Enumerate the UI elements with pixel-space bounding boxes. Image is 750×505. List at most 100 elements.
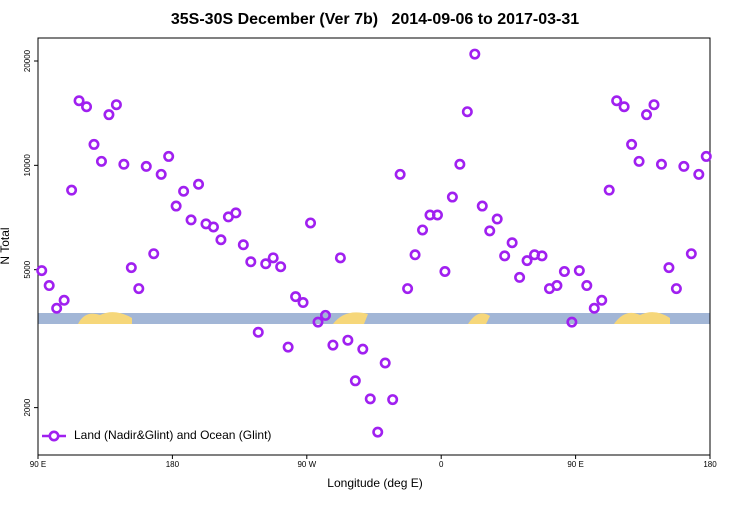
data-point: [170, 200, 182, 212]
data-point: [558, 266, 570, 278]
data-point: [185, 214, 197, 226]
data-point: [103, 109, 115, 121]
data-point: [484, 225, 496, 237]
data-point: [133, 283, 145, 295]
data-point: [379, 357, 391, 369]
geography-strip: [38, 312, 710, 324]
x-tick-label: 90 E: [567, 460, 583, 469]
data-point: [700, 150, 712, 162]
data-point: [588, 302, 600, 314]
data-point: [461, 106, 473, 118]
data-point: [417, 224, 429, 236]
y-tick-label: 5000: [23, 260, 32, 278]
data-point: [252, 326, 264, 338]
data-point: [230, 207, 242, 219]
land: [78, 312, 132, 324]
data-point: [663, 262, 675, 274]
plot-frame: [37, 37, 711, 456]
y-tick-label: 2000: [23, 398, 32, 416]
data-point: [334, 252, 346, 264]
x-tick-label: 90 E: [30, 460, 46, 469]
data-point: [573, 265, 585, 277]
data-point: [282, 341, 294, 353]
data-point: [685, 248, 697, 260]
data-point: [305, 217, 317, 229]
data-point: [693, 168, 705, 180]
data-point: [618, 101, 630, 113]
data-point: [678, 160, 690, 172]
data-point: [641, 109, 653, 121]
y-tick-label: 20000: [23, 49, 32, 72]
data-point: [51, 302, 63, 314]
data-point: [36, 265, 48, 277]
data-point: [648, 99, 660, 111]
x-tick-label: 90 W: [297, 460, 316, 469]
data-point: [110, 99, 122, 111]
data-point: [95, 155, 107, 167]
land: [614, 312, 670, 324]
data-point: [626, 138, 638, 150]
data-point: [596, 294, 608, 306]
chart-title: 35S-30S December (Ver 7b) 2014-09-06 to …: [171, 11, 579, 28]
data-point: [633, 155, 645, 167]
data-point: [551, 280, 563, 292]
data-point: [349, 375, 361, 387]
data-point: [499, 250, 511, 262]
data-point: [245, 256, 257, 268]
legend-marker: [48, 430, 60, 442]
x-axis-label: Longitude (deg E): [327, 476, 422, 490]
y-tick-label: 10000: [23, 154, 32, 177]
data-point: [237, 239, 249, 251]
data-point: [670, 283, 682, 295]
x-tick-label: 0: [439, 460, 444, 469]
data-point: [394, 168, 406, 180]
data-point: [387, 394, 399, 406]
data-point: [290, 291, 302, 303]
data-point: [43, 280, 55, 292]
data-point: [178, 185, 190, 197]
data-point: [207, 221, 219, 233]
x-tick-label: 180: [166, 460, 180, 469]
data-point: [372, 426, 384, 438]
land: [333, 312, 368, 324]
data-point: [521, 255, 533, 267]
data-point: [431, 209, 443, 221]
legend-label: Land (Nadir&Glint) and Ocean (Glint): [74, 428, 271, 442]
data-point: [148, 248, 160, 260]
data-point: [342, 334, 354, 346]
x-tick-label: 180: [703, 460, 717, 469]
data-point: [402, 283, 414, 295]
data-point: [155, 168, 167, 180]
data-point: [66, 184, 78, 196]
data-point: [267, 252, 279, 264]
y-axis-label: N Total: [0, 227, 12, 264]
data-point: [297, 297, 309, 309]
data-point: [357, 343, 369, 355]
data-point: [125, 262, 137, 274]
data-point: [275, 261, 287, 273]
data-point: [73, 95, 85, 107]
data-point: [193, 178, 205, 190]
data-point: [581, 280, 593, 292]
data-point: [446, 191, 458, 203]
data-point: [506, 237, 518, 249]
data-point: [260, 258, 272, 270]
data-point: [611, 95, 623, 107]
data-point: [312, 316, 324, 328]
data-point: [655, 158, 667, 170]
data-point: [81, 101, 93, 113]
data-point: [536, 250, 548, 262]
data-point: [409, 249, 421, 261]
data-point: [327, 339, 339, 351]
data-point: [476, 200, 488, 212]
data-point: [603, 184, 615, 196]
data-point: [140, 160, 152, 172]
data-point: [469, 48, 481, 60]
data-point: [364, 393, 376, 405]
data-point: [88, 138, 100, 150]
data-point: [118, 158, 130, 170]
data-point: [319, 309, 331, 321]
data-point: [491, 213, 503, 225]
